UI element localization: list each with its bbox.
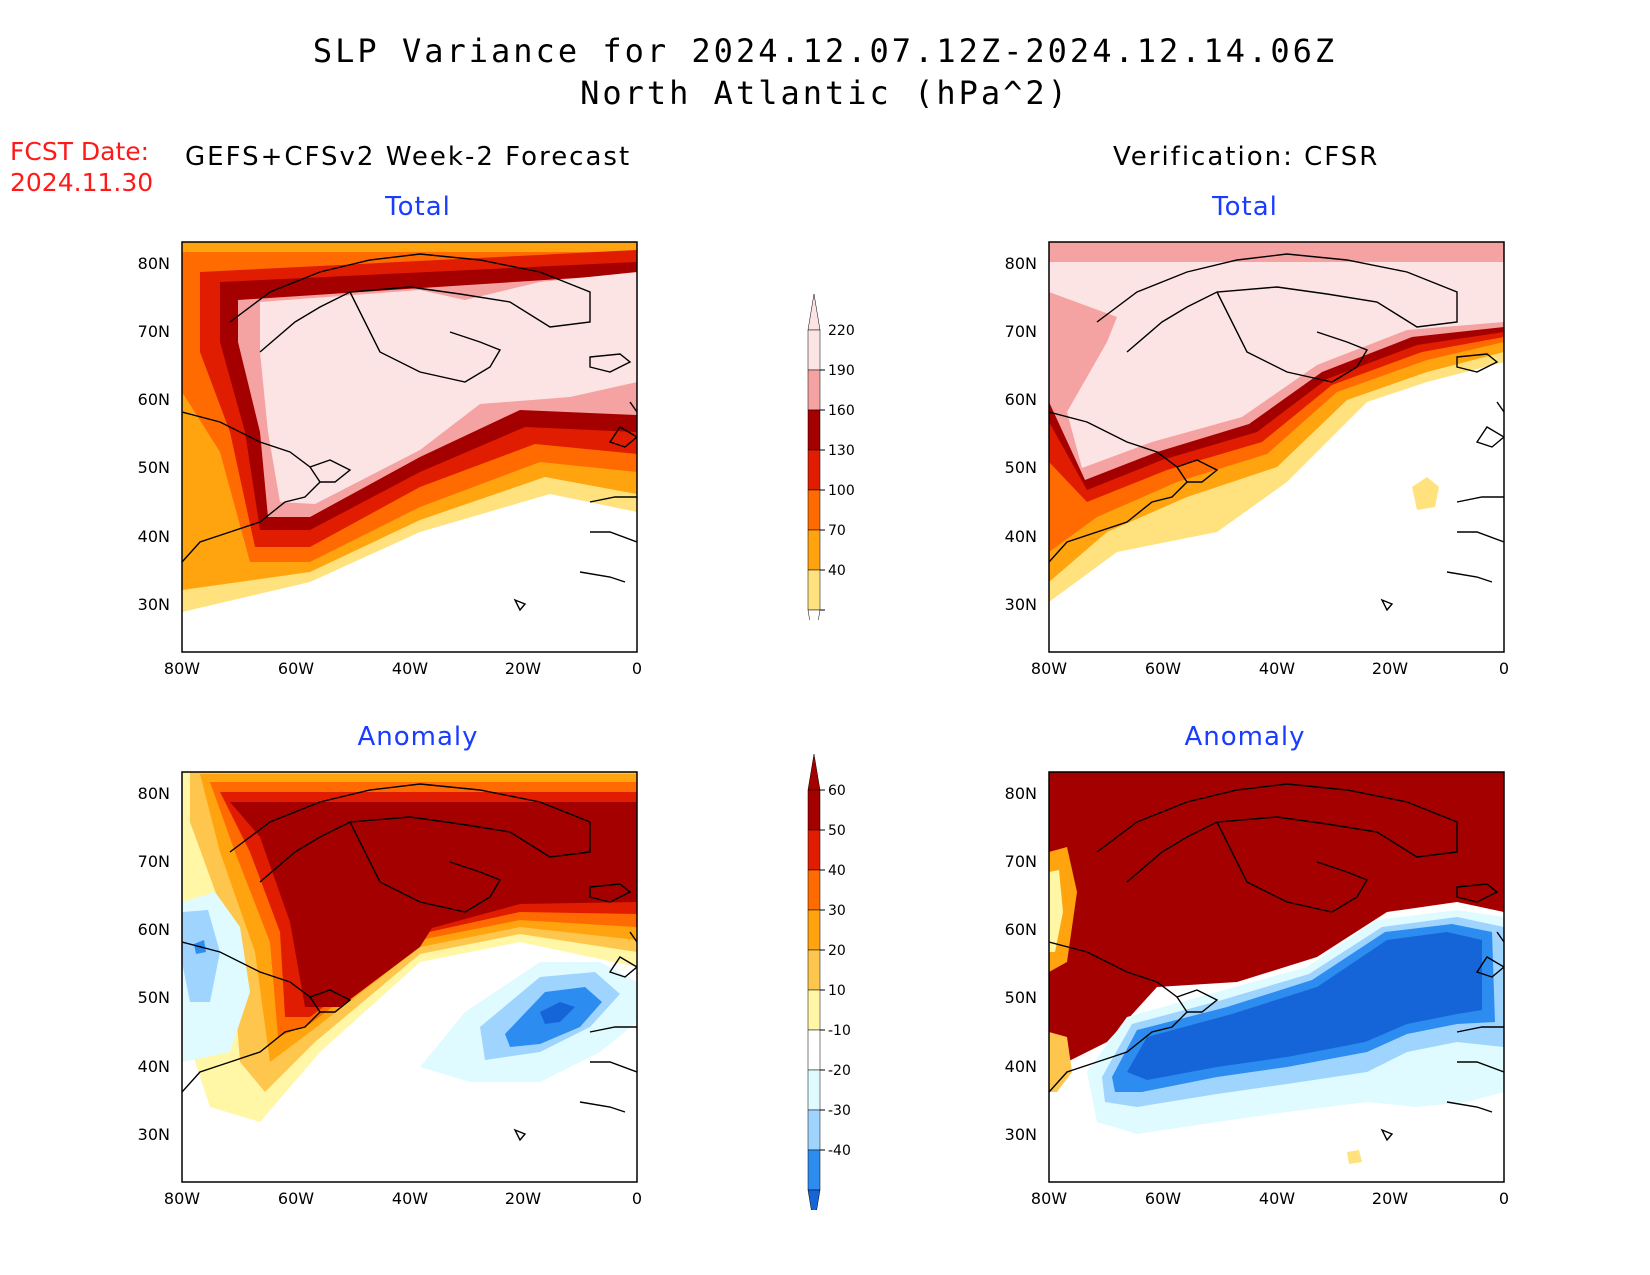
anomaly-tick-label: -10 bbox=[828, 1023, 851, 1039]
lat-label-40n: 40N bbox=[138, 1057, 170, 1076]
anomaly-color-cell bbox=[807, 789, 821, 831]
total-tick-label: 160 bbox=[828, 403, 855, 419]
chart-title-line-1: SLP Variance for 2024.12.07.12Z-2024.12.… bbox=[312, 32, 1338, 70]
lat-label-80n: 80N bbox=[138, 784, 170, 803]
lat-label-30n: 30N bbox=[138, 595, 170, 614]
anomaly-color-cell bbox=[807, 1029, 821, 1071]
anomaly-color-cell bbox=[807, 1109, 821, 1151]
anomaly-tick-label: -20 bbox=[828, 1063, 851, 1079]
total-color-cell bbox=[807, 449, 821, 491]
anomaly-color-cell bbox=[807, 869, 821, 911]
lat-label-70n: 70N bbox=[1005, 852, 1037, 871]
total-color-cell bbox=[807, 409, 821, 451]
lat-label-30n: 30N bbox=[1005, 1125, 1037, 1144]
lat-label-50n: 50N bbox=[138, 988, 170, 1007]
lat-label-50n: 50N bbox=[1005, 988, 1037, 1007]
lat-label-70n: 70N bbox=[138, 322, 170, 341]
anomaly-colorbar: 60 50 40 30 20 10 -10 -20 -30 -40 bbox=[807, 753, 851, 1210]
forecast-anomaly-map: 80N 70N 60N 50N 40N 30N 80W 60W 40W 20W … bbox=[138, 771, 642, 1208]
lon-label-40w: 40W bbox=[392, 1189, 428, 1208]
lon-label-80w: 80W bbox=[1031, 1189, 1067, 1208]
lat-label-60n: 60N bbox=[138, 390, 170, 409]
lat-label-80n: 80N bbox=[1005, 784, 1037, 803]
total-colorbar: 220 190 160 130 100 70 40 bbox=[807, 293, 855, 620]
lon-label-20w: 20W bbox=[505, 659, 541, 678]
lat-label-50n: 50N bbox=[1005, 458, 1037, 477]
anomaly-color-cell bbox=[807, 989, 821, 1031]
lon-label-40w: 40W bbox=[392, 659, 428, 678]
lat-label-40n: 40N bbox=[138, 527, 170, 546]
forecast-column-title: GEFS+CFSv2 Week-2 Forecast bbox=[185, 142, 632, 172]
verification-anomaly-subtitle: Anomaly bbox=[1184, 722, 1306, 752]
anomaly-tick-label: 20 bbox=[828, 943, 846, 959]
total-tick-label: 70 bbox=[828, 523, 846, 539]
lat-label-80n: 80N bbox=[1005, 254, 1037, 273]
lat-label-70n: 70N bbox=[138, 852, 170, 871]
total-color-cell bbox=[807, 329, 821, 371]
lon-label-60w: 60W bbox=[278, 1189, 314, 1208]
forecast-total-subtitle: Total bbox=[385, 192, 451, 222]
lon-label-0: 0 bbox=[632, 1189, 642, 1208]
verification-total-map: 80N 70N 60N 50N 40N 30N 80W 60W 40W 20W … bbox=[1005, 241, 1509, 678]
anomaly-tick-label: 40 bbox=[828, 863, 846, 879]
lon-label-0: 0 bbox=[632, 659, 642, 678]
lat-label-40n: 40N bbox=[1005, 1057, 1037, 1076]
verification-anomaly-map: 80N 70N 60N 50N 40N 30N 80W 60W 40W 20W … bbox=[1005, 771, 1509, 1208]
lat-label-60n: 60N bbox=[138, 920, 170, 939]
anomaly-color-cell bbox=[807, 829, 821, 871]
anomaly-color-cell bbox=[807, 909, 821, 951]
lon-label-80w: 80W bbox=[1031, 659, 1067, 678]
total-tick-label: 40 bbox=[828, 563, 846, 579]
total-tick-label: 100 bbox=[828, 483, 855, 499]
forecast-anomaly-subtitle: Anomaly bbox=[357, 722, 479, 752]
anomaly-color-cell bbox=[807, 1149, 821, 1191]
anomaly-color-cell bbox=[807, 1069, 821, 1111]
anomaly-tick-label: -30 bbox=[828, 1103, 851, 1119]
total-color-cell bbox=[807, 529, 821, 571]
lat-label-60n: 60N bbox=[1005, 920, 1037, 939]
lat-label-40n: 40N bbox=[1005, 527, 1037, 546]
lat-label-80n: 80N bbox=[138, 254, 170, 273]
anomaly-tick-label: -40 bbox=[828, 1143, 851, 1159]
total-tick-label: 220 bbox=[828, 323, 855, 339]
verification-column-title: Verification: CFSR bbox=[1113, 142, 1380, 172]
anomaly-color-cell bbox=[807, 949, 821, 991]
lon-label-60w: 60W bbox=[1145, 1189, 1181, 1208]
lon-label-0: 0 bbox=[1499, 1189, 1509, 1208]
lon-label-20w: 20W bbox=[1372, 659, 1408, 678]
anomaly-tick-label: 30 bbox=[828, 903, 846, 919]
anomaly-tick-label: 50 bbox=[828, 823, 846, 839]
lat-label-30n: 30N bbox=[138, 1125, 170, 1144]
anomaly-tick-label: 60 bbox=[828, 783, 846, 799]
lon-label-80w: 80W bbox=[164, 659, 200, 678]
lon-label-60w: 60W bbox=[278, 659, 314, 678]
lon-label-40w: 40W bbox=[1259, 659, 1295, 678]
total-tick-label: 130 bbox=[828, 443, 855, 459]
lat-label-60n: 60N bbox=[1005, 390, 1037, 409]
fcst-date-label: FCST Date: bbox=[10, 137, 150, 166]
forecast-total-map: 80N 70N 60N 50N 40N 30N 80W 60W 40W 20W … bbox=[138, 241, 642, 678]
lat-label-50n: 50N bbox=[138, 458, 170, 477]
lat-label-30n: 30N bbox=[1005, 595, 1037, 614]
fcst-date-value: 2024.11.30 bbox=[10, 168, 154, 197]
total-color-cell bbox=[807, 489, 821, 531]
lon-label-80w: 80W bbox=[164, 1189, 200, 1208]
total-bottom-arrow bbox=[807, 609, 821, 620]
anomaly-tick-label: 10 bbox=[828, 983, 846, 999]
lon-label-40w: 40W bbox=[1259, 1189, 1295, 1208]
total-color-cell bbox=[807, 369, 821, 411]
lon-label-20w: 20W bbox=[505, 1189, 541, 1208]
anomaly-bottom-arrow bbox=[807, 1189, 821, 1210]
lat-label-70n: 70N bbox=[1005, 322, 1037, 341]
total-top-arrow bbox=[807, 293, 821, 331]
anomaly-top-arrow bbox=[807, 753, 821, 791]
total-tick-label: 190 bbox=[828, 363, 855, 379]
chart-title-line-2: North Atlantic (hPa^2) bbox=[580, 74, 1070, 112]
total-color-cell bbox=[807, 569, 821, 611]
verification-total-subtitle: Total bbox=[1212, 192, 1278, 222]
lon-label-60w: 60W bbox=[1145, 659, 1181, 678]
lon-label-0: 0 bbox=[1499, 659, 1509, 678]
lon-label-20w: 20W bbox=[1372, 1189, 1408, 1208]
